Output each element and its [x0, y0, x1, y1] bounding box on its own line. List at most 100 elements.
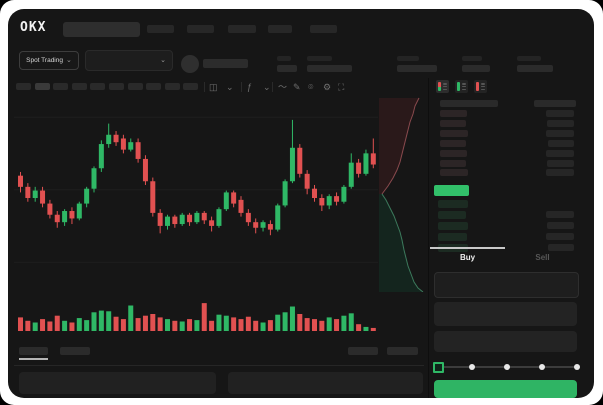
bid-row-amount	[546, 211, 574, 218]
ask-row-price[interactable]	[440, 139, 466, 147]
interval-button[interactable]	[164, 83, 180, 90]
bid-row-amount	[546, 233, 574, 240]
bid-row-amount	[547, 222, 574, 229]
app-window: OKX Spot Trading ⌄ ⌄ ◫ ⌄ ƒ ⌄ 〜 ✎ ⌾ ⚙ ⛶	[8, 9, 594, 398]
ask-row-price[interactable]	[440, 149, 467, 157]
bottom-tab-indicator	[19, 358, 48, 360]
ask-row-amount	[547, 159, 574, 167]
slider-stop[interactable]	[539, 364, 545, 370]
okx-logo[interactable]: OKX	[20, 20, 47, 35]
interval-button[interactable]	[127, 83, 143, 90]
bottom-panel	[228, 372, 423, 394]
depth-chart	[379, 97, 424, 292]
nav-item[interactable]	[147, 25, 174, 33]
amount-input[interactable]	[434, 302, 577, 326]
book-header-amount	[534, 100, 576, 107]
bottom-action[interactable]	[387, 347, 418, 355]
interval-button[interactable]	[183, 83, 199, 90]
settings-gear-icon[interactable]: ⚙	[323, 82, 332, 92]
chevron-down-icon: ⌄	[160, 57, 166, 64]
book-color-strip	[438, 82, 441, 91]
draw-icon[interactable]: ✎	[293, 82, 301, 92]
stat-label-placeholder	[397, 56, 419, 61]
bid-row-price[interactable]	[438, 233, 467, 241]
book-rows-glyph	[462, 82, 466, 91]
nav-item[interactable]	[268, 25, 292, 33]
ask-row-price[interactable]	[440, 110, 467, 117]
last-price-badge[interactable]	[434, 185, 469, 196]
coin-avatar	[181, 55, 199, 73]
bottom-panel	[19, 372, 216, 394]
stat-value-placeholder	[397, 65, 437, 72]
bid-row-price[interactable]	[438, 200, 468, 208]
price-input[interactable]	[434, 272, 579, 298]
interval-button[interactable]	[34, 83, 50, 90]
slider-stop[interactable]	[574, 364, 580, 370]
toolbar-divider	[272, 82, 273, 92]
pair-dropdown[interactable]: ⌄	[85, 50, 173, 71]
bid-row-amount	[548, 244, 574, 251]
stat-label-placeholder	[307, 56, 332, 61]
tab-sell[interactable]: Sell	[535, 253, 550, 262]
interval-button[interactable]	[16, 83, 31, 90]
search-input[interactable]	[63, 22, 140, 37]
ask-row-amount	[548, 139, 574, 147]
book-color-strip	[476, 82, 479, 91]
bottom-tab[interactable]	[19, 347, 48, 355]
ask-row-price[interactable]	[440, 169, 468, 177]
slider-stop[interactable]	[469, 364, 475, 370]
ask-row-amount	[546, 149, 574, 157]
book-color-strip	[457, 82, 460, 91]
indicators-icon[interactable]: ƒ	[247, 82, 253, 92]
interval-button[interactable]	[71, 83, 87, 90]
interval-button[interactable]	[90, 83, 106, 90]
bottom-action[interactable]	[348, 347, 378, 355]
ask-row-price[interactable]	[440, 119, 466, 127]
book-asks-only-icon[interactable]	[474, 80, 487, 93]
bid-row-price[interactable]	[438, 211, 466, 219]
book-rows-glyph	[481, 82, 485, 91]
chevron-down-icon[interactable]: ⌄	[226, 82, 234, 92]
fullscreen-icon[interactable]: ⛶	[338, 82, 345, 92]
nav-item[interactable]	[228, 25, 256, 33]
interval-button[interactable]	[53, 83, 69, 90]
book-rows-glyph	[443, 82, 447, 91]
book-bids-only-icon[interactable]	[455, 80, 468, 93]
nav-item[interactable]	[187, 25, 214, 33]
stat-label-placeholder	[462, 56, 482, 61]
bid-row-price[interactable]	[438, 222, 468, 230]
book-both-sides-icon[interactable]	[436, 80, 449, 93]
ask-row-amount	[546, 110, 574, 117]
chevron-down-icon: ⌄	[65, 57, 72, 64]
candle-style-icon[interactable]: ◫	[209, 82, 218, 92]
book-header-price	[440, 100, 498, 107]
stat-value-placeholder	[277, 65, 297, 72]
candlestick-chart[interactable]	[14, 95, 378, 335]
market-type-selector[interactable]: Spot Trading ⌄	[19, 51, 79, 70]
stat-label-placeholder	[277, 56, 291, 61]
active-tab-indicator	[430, 247, 505, 249]
ask-row-amount	[547, 119, 574, 127]
total-input[interactable]	[434, 331, 577, 352]
slider-handle[interactable]	[433, 362, 444, 373]
chevron-down-icon[interactable]: ⌄	[263, 82, 271, 92]
stat-label-placeholder	[517, 56, 541, 61]
ask-row-price[interactable]	[440, 159, 466, 167]
ask-row-amount	[546, 169, 574, 177]
buy-submit-button[interactable]	[434, 380, 577, 398]
camera-icon[interactable]: ⌾	[308, 82, 314, 92]
slider-stop[interactable]	[504, 364, 510, 370]
nav-item[interactable]	[310, 25, 337, 33]
market-type-label: Spot Trading	[26, 57, 63, 64]
stat-value-placeholder	[517, 65, 553, 72]
stat-value-placeholder	[307, 65, 352, 72]
ask-row-price[interactable]	[440, 129, 468, 137]
bottom-tab[interactable]	[60, 347, 90, 355]
line-tool-icon[interactable]: 〜	[278, 82, 288, 92]
tab-buy[interactable]: Buy	[459, 253, 476, 262]
toolbar-divider	[204, 82, 205, 92]
interval-button[interactable]	[109, 83, 124, 90]
bottom-divider	[14, 365, 424, 366]
interval-button[interactable]	[146, 83, 162, 90]
